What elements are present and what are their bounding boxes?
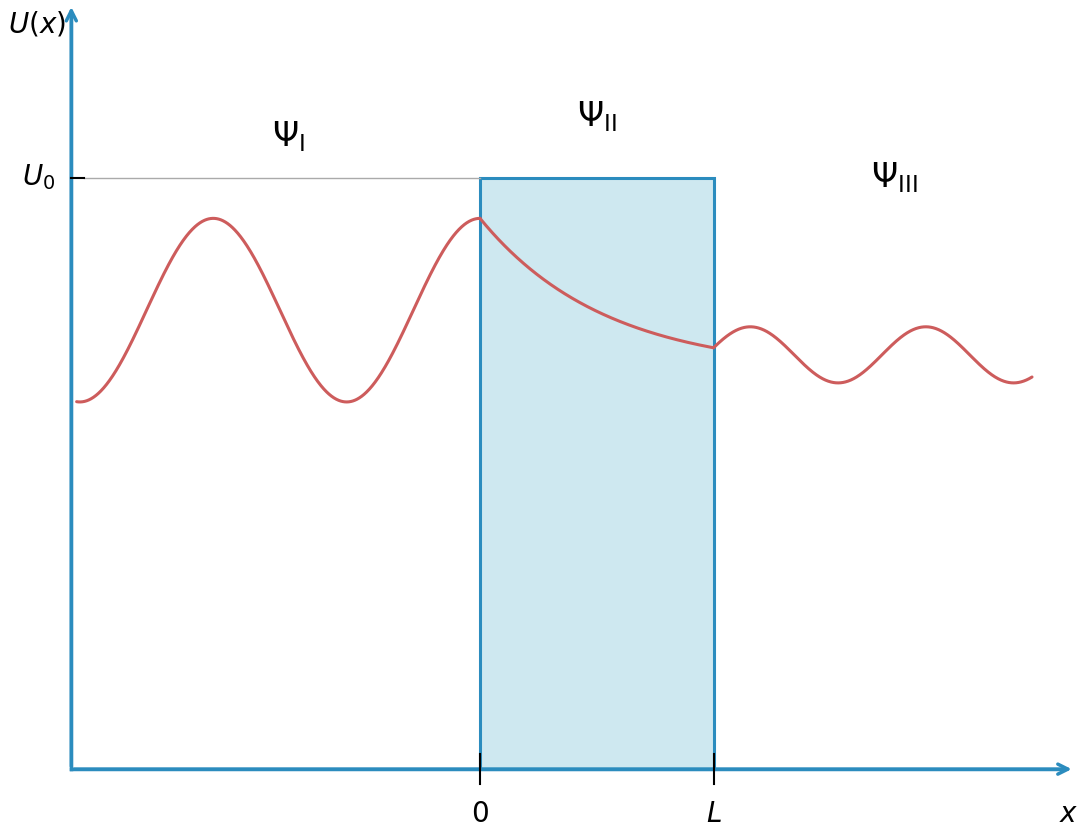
Text: $L$: $L$ [706, 800, 722, 828]
Text: $\Psi_{\rm III}$: $\Psi_{\rm III}$ [870, 160, 917, 195]
Text: $\Psi_{\rm I}$: $\Psi_{\rm I}$ [272, 120, 306, 154]
Text: $\Psi_{\rm II}$: $\Psi_{\rm II}$ [577, 99, 617, 134]
Text: $U_0$: $U_0$ [22, 163, 55, 193]
Text: $U(x)$: $U(x)$ [8, 9, 66, 38]
Bar [480, 178, 713, 769]
Text: $0$: $0$ [472, 800, 489, 828]
Text: $x$: $x$ [1059, 800, 1079, 828]
